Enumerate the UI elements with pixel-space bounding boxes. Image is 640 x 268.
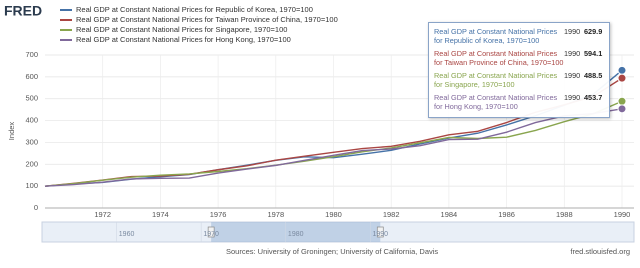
navigator-handle [376, 226, 384, 238]
y-tick-label: 400 [25, 116, 38, 125]
navigator-selection[interactable] [211, 222, 381, 242]
tooltip-row: Real GDP at Constant National Prices for… [434, 71, 604, 89]
y-tick-label: 500 [25, 94, 38, 103]
tooltip-date: 1990 [564, 93, 581, 102]
y-axis-label: Index [7, 122, 16, 141]
x-tick-label: 1976 [210, 210, 227, 219]
hover-marker [617, 104, 627, 114]
tooltip-row: Real GDP at Constant National Prices for… [434, 49, 604, 67]
tooltip-series: Real GDP at Constant National Prices for… [434, 27, 558, 45]
y-tick-label: 200 [25, 159, 38, 168]
tooltip-value: 453.7 [584, 93, 603, 102]
tooltip-date: 1990 [564, 71, 581, 80]
x-tick-label: 1980 [325, 210, 342, 219]
navigator-tick-label: 1970 [203, 231, 219, 238]
hover-marker [617, 65, 627, 75]
x-tick-label: 1978 [267, 210, 284, 219]
y-tick-label: 700 [25, 50, 38, 59]
tooltip-row: Real GDP at Constant National Prices for… [434, 27, 604, 45]
tooltip-value: 629.9 [584, 27, 603, 36]
legend-label: Real GDP at Constant National Prices for… [76, 25, 287, 34]
navigator-tick-label: 1990 [372, 231, 388, 238]
sources: Sources: University of Groningen; Univer… [226, 247, 438, 256]
x-tick-label: 1986 [498, 210, 515, 219]
x-tick-label: 1982 [383, 210, 400, 219]
series-line [44, 108, 623, 187]
tooltip-series: Real GDP at Constant National Prices for… [434, 93, 558, 111]
series-line [44, 100, 623, 187]
hover-marker [617, 96, 627, 106]
legend-label: Real GDP at Constant National Prices for… [76, 15, 338, 24]
tooltip-row: Real GDP at Constant National Prices for… [434, 93, 604, 111]
y-tick-label: 300 [25, 137, 38, 146]
x-tick-label: 1984 [441, 210, 458, 219]
x-tick-label: 1988 [556, 210, 573, 219]
legend-label: Real GDP at Constant National Prices for… [76, 35, 291, 44]
tooltip-value: 594.1 [584, 49, 603, 58]
y-tick-label: 600 [25, 72, 38, 81]
tooltip-date: 1990 [564, 49, 581, 58]
y-tick-label: 100 [25, 181, 38, 190]
navigator-tick-label: 1960 [119, 231, 135, 238]
tooltip-series: Real GDP at Constant National Prices for… [434, 71, 558, 89]
site-link[interactable]: fred.stlouisfed.org [570, 247, 630, 256]
tooltip-series: Real GDP at Constant National Prices for… [434, 49, 564, 67]
tooltip-value: 488.5 [584, 71, 603, 80]
tooltip-date: 1990 [564, 27, 581, 36]
navigator-handle [207, 226, 215, 238]
navigator-tick-label: 1980 [288, 231, 304, 238]
logo: FRED [4, 3, 42, 19]
x-tick-label: 1990 [614, 210, 631, 219]
legend-label: Real GDP at Constant National Prices for… [76, 5, 313, 14]
hover-marker [617, 73, 627, 83]
x-tick-label: 1974 [152, 210, 169, 219]
x-tick-label: 1972 [94, 210, 111, 219]
y-tick-label: 0 [34, 203, 38, 212]
tooltip: Real GDP at Constant National Prices for… [428, 22, 610, 118]
